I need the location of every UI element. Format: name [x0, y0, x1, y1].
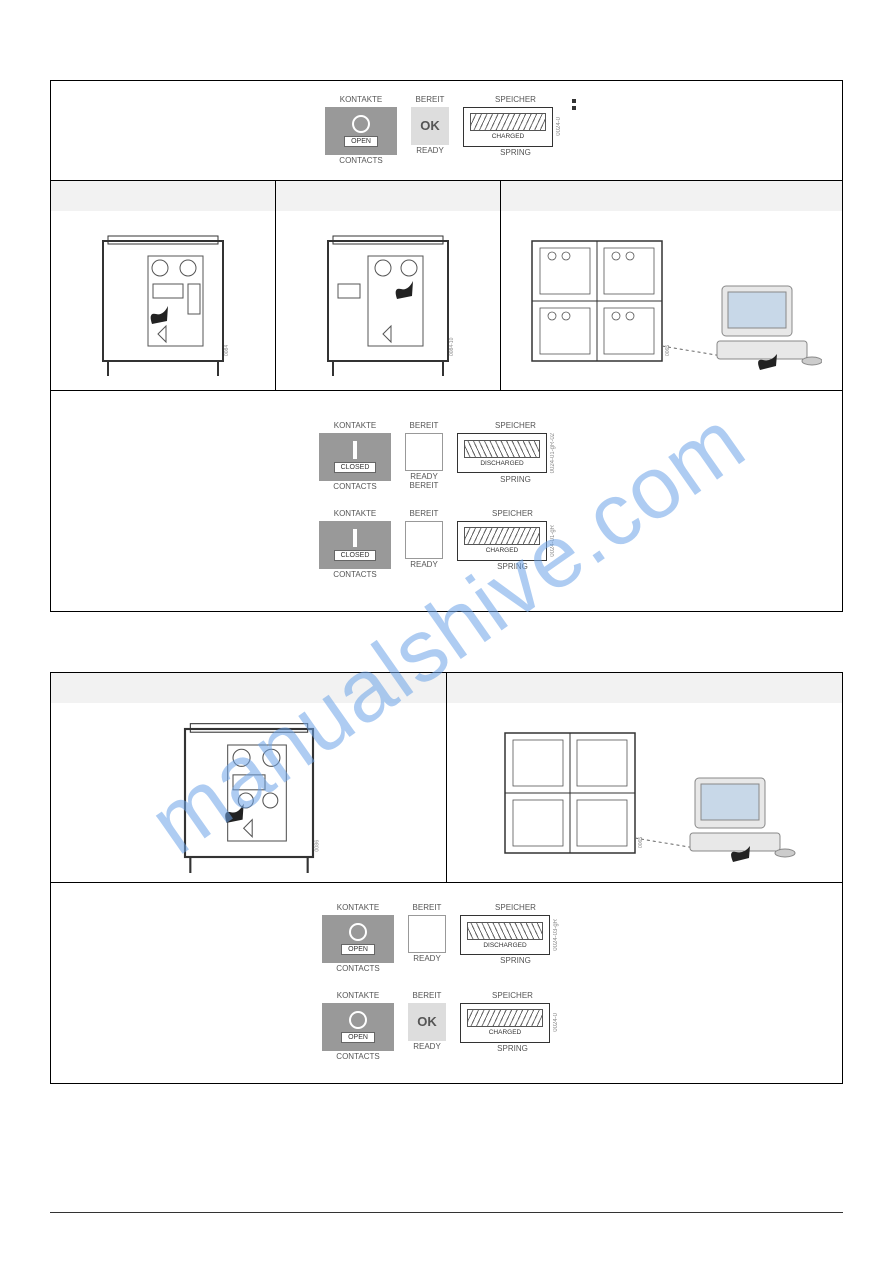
breaker-close-local: 0084 [88, 226, 238, 376]
ready-indicator-blank [408, 915, 446, 953]
contacts-indicator-open: OPEN [322, 915, 394, 963]
ready-indicator-blank [405, 521, 443, 559]
breaker-close-panel: 0084-10 [313, 226, 463, 376]
indicator-open-discharged: KONTAKTE OPEN CONTACTS BEREIT READY SPEI [322, 904, 571, 974]
ready-indicator-ok: OK [411, 107, 449, 145]
contacts-label: CONTACTS [339, 157, 382, 166]
indicator-closed-discharged: KONTAKTE CLOSED CONTACTS BEREIT READY BE… [319, 422, 574, 492]
indicator-closed-charged: KONTAKTE CLOSED CONTACTS BEREIT READY SP [319, 510, 568, 580]
ready-indicator-blank [405, 433, 443, 471]
charged-tag: CHARGED [492, 133, 525, 140]
spring-indicator-charged: CHARGED [457, 521, 547, 561]
open-tag: OPEN [344, 136, 378, 147]
breaker-open-local: 0086 [169, 713, 329, 873]
spring-indicator-discharged: DISCHARGED [460, 915, 550, 955]
contacts-indicator-open: OPEN [325, 107, 397, 155]
svg-text:0086: 0086 [314, 839, 320, 851]
breaker-close-remote: 0065 [522, 226, 822, 376]
page-footer-rule [50, 1212, 843, 1213]
speicher-label: SPEICHER [495, 96, 536, 105]
figure-code: 0024-0 [556, 117, 562, 136]
spring-indicator-discharged: DISCHARGED [457, 433, 547, 473]
spring-indicator-charged: CHARGED [463, 107, 553, 147]
spring-indicator-charged: CHARGED [460, 1003, 550, 1043]
ready-label: READY [416, 147, 444, 156]
section-opening: 0086 0065 [50, 672, 843, 1084]
contacts-indicator-closed: CLOSED [319, 521, 391, 569]
device-code: 0084-10 [449, 337, 455, 356]
indicator-open-ok-charged-b: KONTAKTE OPEN CONTACTS BEREIT OK READY S… [322, 992, 565, 1062]
kontakte-label: KONTAKTE [340, 96, 383, 105]
bereit-label: BEREIT [416, 96, 445, 105]
svg-text:0065: 0065 [665, 344, 671, 355]
contacts-indicator-open: OPEN [322, 1003, 394, 1051]
spring-label: SPRING [500, 149, 531, 158]
ready-indicator-ok: OK [408, 1003, 446, 1041]
breaker-open-remote: 0065 [485, 718, 805, 868]
contacts-indicator-closed: CLOSED [319, 433, 391, 481]
indicator-open-ok-charged: KONTAKTE OPEN CONTACTS BEREIT OK READY S… [325, 96, 568, 166]
section-closing: KONTAKTE OPEN CONTACTS BEREIT OK READY S… [50, 80, 843, 612]
device-code: 0084 [224, 344, 230, 355]
svg-text:0065: 0065 [638, 836, 644, 847]
